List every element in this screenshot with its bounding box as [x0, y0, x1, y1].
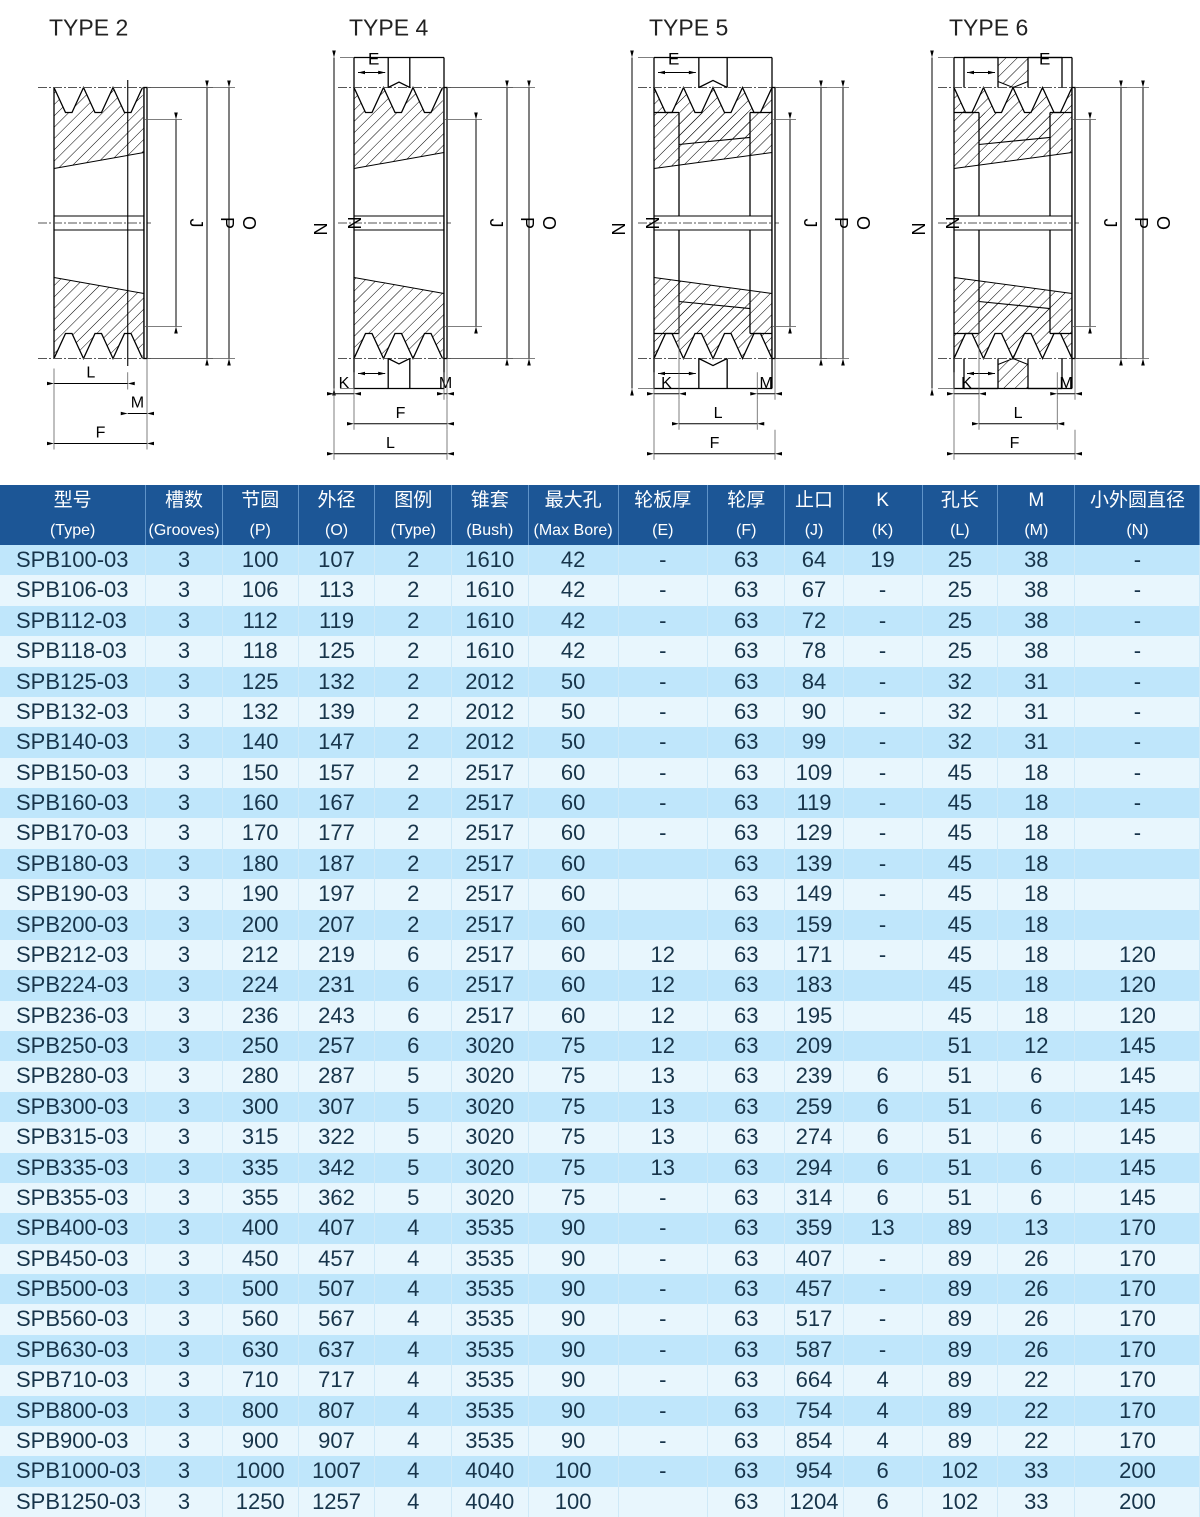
svg-text:TYPE 6: TYPE 6: [949, 15, 1028, 41]
svg-text:E: E: [1039, 50, 1050, 69]
svg-text:TYPE 5: TYPE 5: [649, 15, 728, 41]
svg-text:J: J: [800, 219, 820, 228]
svg-text:N: N: [344, 217, 364, 230]
svg-text:K: K: [961, 375, 972, 392]
svg-text:O: O: [539, 216, 559, 230]
svg-text:L: L: [86, 365, 95, 382]
svg-text:O: O: [239, 216, 259, 230]
svg-text:F: F: [396, 405, 406, 422]
svg-text:L: L: [714, 405, 723, 422]
svg-text:F: F: [1010, 435, 1020, 452]
svg-text:P: P: [1131, 217, 1151, 229]
svg-text:TYPE 4: TYPE 4: [349, 15, 428, 41]
svg-text:P: P: [217, 217, 237, 229]
svg-text:F: F: [710, 435, 720, 452]
svg-text:L: L: [386, 435, 395, 452]
svg-text:K: K: [661, 375, 672, 392]
svg-text:P: P: [831, 217, 851, 229]
svg-text:E: E: [668, 50, 679, 69]
svg-text:M: M: [439, 375, 452, 392]
svg-text:M: M: [759, 375, 772, 392]
svg-text:O: O: [1153, 216, 1173, 230]
svg-text:N: N: [942, 217, 962, 230]
svg-text:N: N: [310, 223, 330, 236]
svg-text:O: O: [853, 216, 873, 230]
svg-text:J: J: [1100, 219, 1120, 228]
svg-text:J: J: [486, 219, 506, 228]
svg-text:K: K: [339, 375, 350, 392]
svg-text:P: P: [517, 217, 537, 229]
svg-text:N: N: [908, 223, 928, 236]
svg-text:F: F: [96, 425, 106, 442]
svg-text:E: E: [368, 50, 379, 69]
svg-text:L: L: [1014, 405, 1023, 422]
svg-text:N: N: [608, 223, 628, 236]
svg-text:M: M: [131, 395, 144, 412]
svg-text:J: J: [186, 219, 206, 228]
svg-text:N: N: [642, 217, 662, 230]
svg-text:TYPE 2: TYPE 2: [49, 15, 128, 41]
svg-text:M: M: [1059, 375, 1072, 392]
